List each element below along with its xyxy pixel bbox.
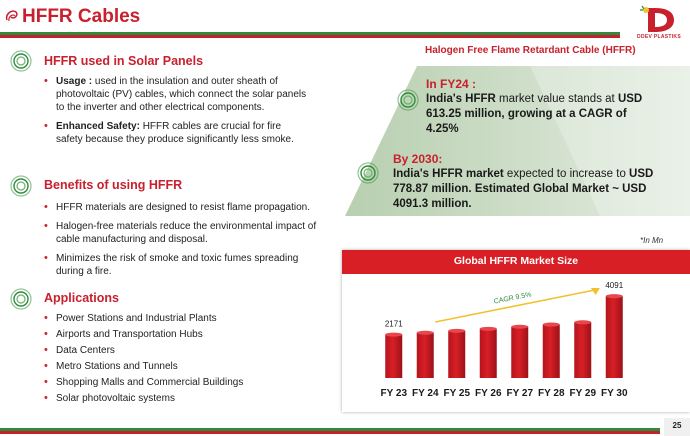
- page-title: HFFR Cables: [22, 6, 141, 27]
- x-tick-label: FY 25: [444, 388, 471, 399]
- x-tick-label: FY 26: [475, 388, 502, 399]
- list-item: Minimizes the risk of smoke and toxic fu…: [42, 252, 317, 278]
- x-tick-label: FY 23: [381, 388, 408, 399]
- chart-title: Global HFFR Market Size: [453, 255, 579, 267]
- footer-stripe: [0, 428, 660, 434]
- bar-chart: FY 23 FY 24 FY 25 FY 26 FY 27 FY 28 FY 29 FY 30…: [381, 281, 628, 399]
- chart-bar-top: [605, 294, 623, 299]
- chart-bar: [385, 334, 403, 378]
- chart-bar: [605, 296, 623, 378]
- list-item: Airports and Transportation Hubs: [42, 328, 312, 341]
- list-item: Data Centers: [42, 344, 312, 357]
- x-tick-label: FY 28: [538, 388, 565, 399]
- chart-bar: [416, 332, 434, 378]
- chart-bar-top: [511, 324, 529, 329]
- cagr-arrow: [435, 289, 595, 323]
- y2030-label: By 2030:: [393, 152, 443, 166]
- data-label: 4091: [605, 281, 623, 290]
- data-label: 2171: [385, 320, 403, 329]
- chart-bar-top: [574, 320, 592, 325]
- section-title-applications: Applications: [44, 291, 120, 305]
- page-number: 25: [672, 421, 682, 430]
- x-tick-label: FY 27: [507, 388, 534, 399]
- applications-list: Power Stations and Industrial Plants Air…: [42, 312, 312, 408]
- green-panel: [345, 66, 690, 216]
- green-swirl-icon: [397, 89, 419, 111]
- list-item: Usage : used in the insulation and outer…: [42, 75, 307, 114]
- chart-bar: [574, 322, 592, 378]
- header-stripe: [0, 32, 620, 38]
- green-swirl-icon: [10, 50, 32, 72]
- chart-bar: [479, 328, 497, 378]
- fy24-stat: India's HFFR market value stands at USD …: [426, 93, 643, 135]
- chart-bar-top: [385, 332, 403, 337]
- section-title-benefits: Benefits of using HFFR: [44, 178, 183, 192]
- chart-bar-top: [479, 326, 497, 331]
- chart-header-bar: [342, 250, 690, 274]
- list-item: Halogen-free materials reduce the enviro…: [42, 220, 317, 246]
- green-swirl-icon: [357, 162, 379, 184]
- company-logo: [640, 5, 674, 32]
- list-item: Power Stations and Industrial Plants: [42, 312, 312, 325]
- page-number-box: [664, 418, 690, 436]
- solar-list: Usage : used in the insulation and outer…: [42, 75, 307, 152]
- chart-bar: [448, 330, 466, 378]
- list-item: Shopping Malls and Commercial Buildings: [42, 376, 312, 389]
- swirl-icon: [5, 10, 18, 22]
- benefits-list: HFFR materials are designed to resist fl…: [42, 201, 317, 284]
- y2030-stat: India's HFFR market expected to increase…: [393, 168, 654, 210]
- x-tick-label: FY 30: [601, 388, 628, 399]
- list-item: Metro Stations and Tunnels: [42, 360, 312, 373]
- list-item: Solar photovoltaic systems: [42, 392, 312, 405]
- chart-bar-top: [542, 322, 560, 327]
- section-title-solar: HFFR used in Solar Panels: [44, 54, 204, 68]
- unit-note: *In Mn: [640, 236, 664, 245]
- x-tick-label: FY 24: [412, 388, 439, 399]
- chart-bar: [542, 324, 560, 378]
- logo-text: DDEV PLASTIKS: [637, 34, 681, 40]
- chart-bar-top: [448, 328, 466, 333]
- x-tick-label: FY 29: [570, 388, 597, 399]
- chart-bar: [511, 326, 529, 378]
- list-item: Enhanced Safety: HFFR cables are crucial…: [42, 120, 307, 146]
- green-swirl-icon: [10, 288, 32, 310]
- chart-bar-top: [416, 330, 434, 335]
- fy24-label: In FY24 :: [426, 77, 477, 91]
- list-item: HFFR materials are designed to resist fl…: [42, 201, 317, 214]
- hffr-header: Halogen Free Flame Retardant Cable (HFFR…: [425, 45, 636, 56]
- green-swirl-icon: [10, 175, 32, 197]
- cagr-arrowhead: [590, 288, 600, 295]
